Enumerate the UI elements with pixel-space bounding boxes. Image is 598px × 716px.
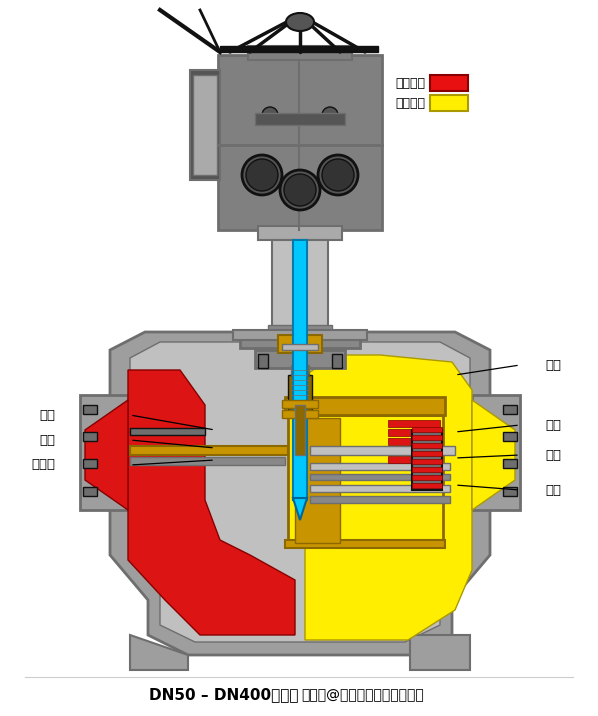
Bar [130, 457, 285, 465]
Bar [388, 456, 440, 463]
Bar [388, 420, 440, 427]
Bar [412, 427, 442, 432]
Bar [272, 240, 328, 330]
Polygon shape [305, 355, 472, 640]
Polygon shape [80, 395, 128, 510]
Bar [218, 55, 382, 230]
Ellipse shape [318, 155, 358, 195]
Text: DN50 – DN400结构图: DN50 – DN400结构图 [150, 687, 299, 702]
Text: 出口压力: 出口压力 [395, 97, 425, 110]
Bar [258, 226, 342, 240]
Polygon shape [472, 400, 515, 510]
Polygon shape [472, 395, 520, 510]
Polygon shape [410, 635, 470, 670]
Bar [130, 428, 205, 435]
Ellipse shape [322, 107, 338, 123]
Bar [282, 410, 318, 418]
Bar [430, 95, 468, 111]
Bar [255, 350, 345, 368]
Bar [83, 459, 97, 468]
Bar [295, 418, 340, 543]
Bar [278, 335, 322, 353]
Bar [503, 487, 517, 496]
Bar [310, 446, 455, 455]
Text: 阀芒: 阀芒 [545, 418, 561, 432]
Polygon shape [130, 342, 470, 642]
Bar [258, 354, 268, 368]
Bar [233, 330, 367, 340]
Bar [285, 540, 445, 548]
Bar [268, 325, 332, 335]
Text: 入口压力: 入口压力 [395, 77, 425, 90]
Text: 阀体: 阀体 [545, 359, 561, 372]
Ellipse shape [284, 174, 316, 206]
Text: 搜狐号@上海奇众阀门销售总部: 搜狐号@上海奇众阀门销售总部 [301, 688, 424, 702]
Text: 推杆: 推杆 [39, 409, 55, 422]
Polygon shape [128, 370, 295, 635]
Bar [220, 46, 378, 52]
Bar [310, 474, 450, 480]
Bar [412, 443, 442, 448]
Bar [310, 485, 450, 492]
Bar [282, 344, 318, 350]
Bar [310, 496, 450, 503]
Bar [430, 75, 468, 91]
Text: 阀杆: 阀杆 [39, 433, 55, 447]
Ellipse shape [242, 155, 282, 195]
Bar [193, 75, 217, 175]
Bar [285, 397, 445, 415]
Bar [503, 459, 517, 468]
Bar [503, 432, 517, 441]
Bar [291, 365, 309, 405]
Ellipse shape [262, 107, 278, 123]
Bar [412, 451, 442, 456]
Text: 套管: 套管 [545, 448, 561, 462]
Bar [412, 435, 442, 440]
Bar [388, 447, 440, 454]
Bar [83, 432, 97, 441]
Bar [332, 354, 342, 368]
Bar [130, 446, 288, 455]
Bar [282, 400, 318, 408]
Bar [83, 405, 97, 414]
Bar [190, 70, 220, 180]
Bar [83, 487, 97, 496]
Ellipse shape [286, 13, 314, 31]
Bar [288, 375, 312, 410]
Text: 阀座: 阀座 [545, 483, 561, 496]
Polygon shape [110, 332, 490, 655]
Ellipse shape [246, 159, 278, 191]
Polygon shape [130, 635, 188, 670]
Bar [412, 430, 442, 490]
Bar [412, 475, 442, 480]
Bar [388, 438, 440, 445]
Bar [412, 467, 442, 472]
Polygon shape [85, 400, 128, 510]
Bar [240, 330, 360, 348]
Bar [388, 429, 440, 436]
Bar [293, 240, 307, 500]
Text: 导流罩: 导流罩 [31, 458, 55, 472]
Polygon shape [293, 498, 307, 520]
Ellipse shape [322, 159, 354, 191]
Bar [503, 405, 517, 414]
Bar [288, 415, 443, 545]
Bar [255, 113, 345, 125]
Bar [295, 405, 305, 455]
Bar [310, 463, 450, 470]
Bar [412, 459, 442, 464]
Bar [412, 483, 442, 488]
Ellipse shape [280, 170, 320, 210]
Bar [248, 46, 352, 60]
